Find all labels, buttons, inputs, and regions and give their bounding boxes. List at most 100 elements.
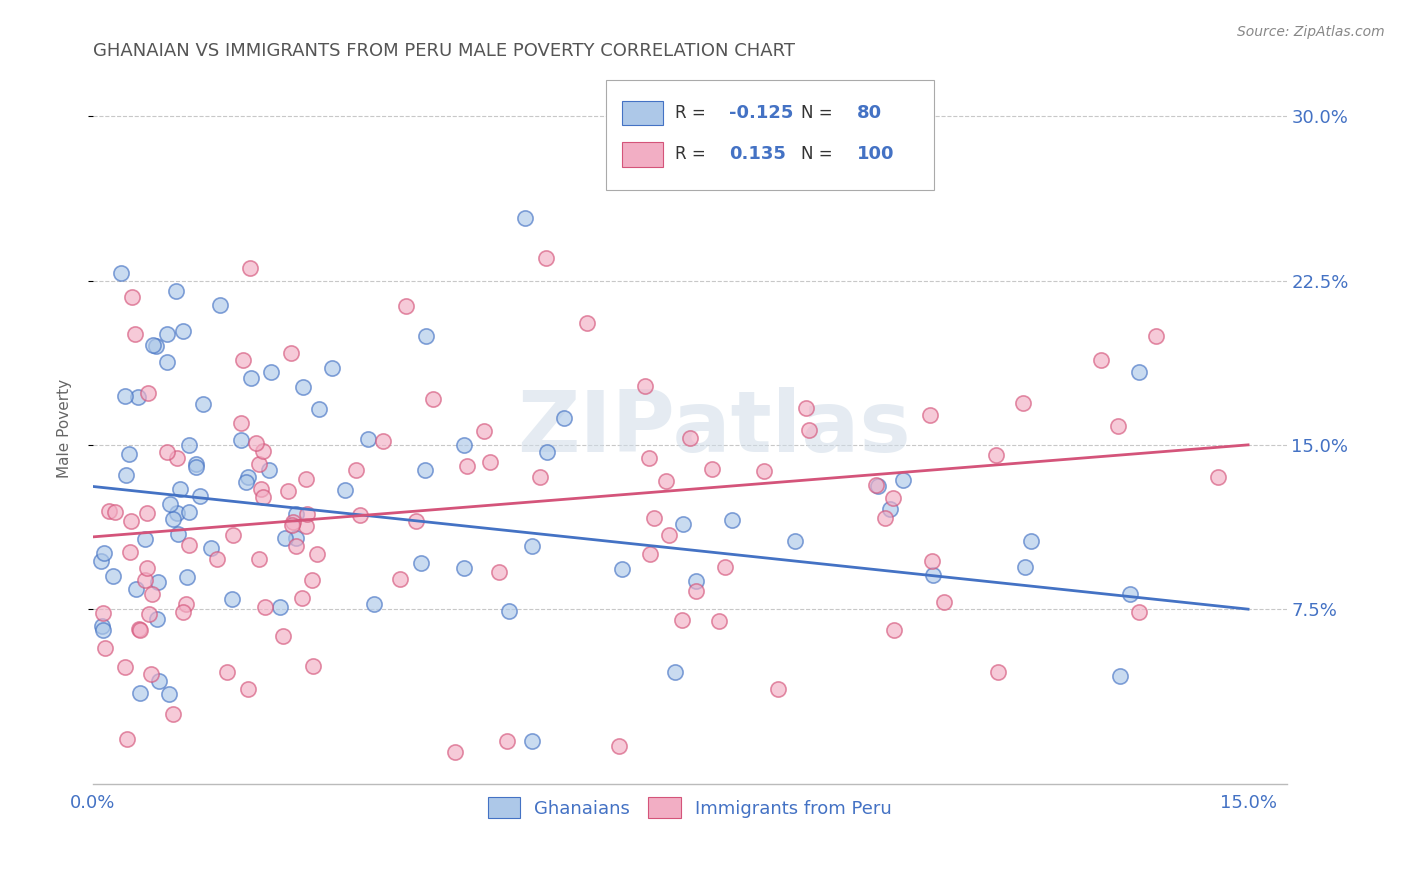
Point xyxy=(247,458,270,472)
Point xyxy=(245,436,267,450)
Point xyxy=(529,470,551,484)
Point xyxy=(1014,559,1036,574)
Point xyxy=(269,600,291,615)
Point xyxy=(252,444,274,458)
Point xyxy=(238,469,260,483)
Point xyxy=(797,423,820,437)
Point xyxy=(91,619,114,633)
Point xyxy=(281,517,304,532)
Point xyxy=(221,592,243,607)
Point xyxy=(498,604,520,618)
Point xyxy=(236,681,259,696)
Point xyxy=(709,614,731,628)
Point xyxy=(1107,419,1129,434)
Point xyxy=(281,516,304,530)
Text: R =: R = xyxy=(675,104,711,122)
Point xyxy=(536,252,558,266)
Point xyxy=(752,464,775,478)
Point xyxy=(576,317,599,331)
Point xyxy=(671,613,693,627)
Point xyxy=(148,673,170,688)
Point xyxy=(883,623,905,637)
Point xyxy=(643,510,665,524)
Point xyxy=(607,739,630,753)
Point xyxy=(101,569,124,583)
Point xyxy=(209,298,232,312)
Point xyxy=(685,584,707,599)
Point xyxy=(522,733,544,747)
Point xyxy=(142,338,165,352)
Point xyxy=(411,556,433,570)
Point xyxy=(247,552,270,566)
Point xyxy=(321,361,343,376)
Point xyxy=(146,574,169,589)
Point xyxy=(145,339,167,353)
Point xyxy=(921,554,943,568)
Point xyxy=(135,506,157,520)
Point xyxy=(987,665,1010,679)
Point xyxy=(229,417,252,431)
Point xyxy=(363,597,385,611)
Point xyxy=(513,211,536,225)
Point xyxy=(1019,533,1042,548)
Point xyxy=(1206,470,1229,484)
Text: ZIPatlas: ZIPatlas xyxy=(517,387,911,470)
Point xyxy=(405,514,427,528)
Point xyxy=(239,371,262,385)
Point xyxy=(91,606,114,620)
Text: GHANAIAN VS IMMIGRANTS FROM PERU MALE POVERTY CORRELATION CHART: GHANAIAN VS IMMIGRANTS FROM PERU MALE PO… xyxy=(93,42,794,60)
Point xyxy=(231,352,253,367)
Point xyxy=(1144,328,1167,343)
Point xyxy=(93,546,115,560)
Point xyxy=(422,392,444,406)
Text: N =: N = xyxy=(801,104,832,122)
Point xyxy=(285,539,308,553)
Point xyxy=(136,385,159,400)
Point xyxy=(156,445,179,459)
Point xyxy=(714,560,737,574)
Point xyxy=(129,623,152,637)
Text: 100: 100 xyxy=(856,145,894,163)
Point xyxy=(637,451,659,466)
Point xyxy=(664,665,686,680)
Point xyxy=(415,462,437,476)
Point xyxy=(169,482,191,496)
Point xyxy=(114,660,136,674)
Point xyxy=(357,432,380,446)
Point xyxy=(1128,365,1150,379)
Point xyxy=(135,560,157,574)
Text: 0.135: 0.135 xyxy=(730,145,786,163)
Point xyxy=(115,467,138,482)
Point xyxy=(335,483,357,497)
Y-axis label: Male Poverty: Male Poverty xyxy=(58,379,72,478)
Point xyxy=(868,479,890,493)
Point xyxy=(679,431,702,445)
Point xyxy=(453,561,475,575)
Point xyxy=(134,573,156,587)
Point xyxy=(179,505,201,519)
Point xyxy=(162,512,184,526)
Point xyxy=(720,513,742,527)
Point xyxy=(156,327,179,342)
Point xyxy=(610,562,633,576)
Point xyxy=(308,402,330,417)
Point xyxy=(277,483,299,498)
Point xyxy=(921,567,943,582)
Point xyxy=(640,547,662,561)
Point xyxy=(235,475,257,489)
Point xyxy=(222,528,245,542)
Point xyxy=(685,574,707,589)
Point xyxy=(672,517,695,532)
Point xyxy=(120,545,142,559)
Point xyxy=(295,507,318,521)
Point xyxy=(280,346,302,360)
Point xyxy=(176,570,198,584)
Point xyxy=(217,665,239,679)
Text: 80: 80 xyxy=(856,104,882,122)
Point xyxy=(134,533,156,547)
Point xyxy=(307,547,329,561)
Point xyxy=(553,411,575,425)
Point xyxy=(115,731,138,746)
Text: -0.125: -0.125 xyxy=(730,104,793,122)
Point xyxy=(174,597,197,611)
